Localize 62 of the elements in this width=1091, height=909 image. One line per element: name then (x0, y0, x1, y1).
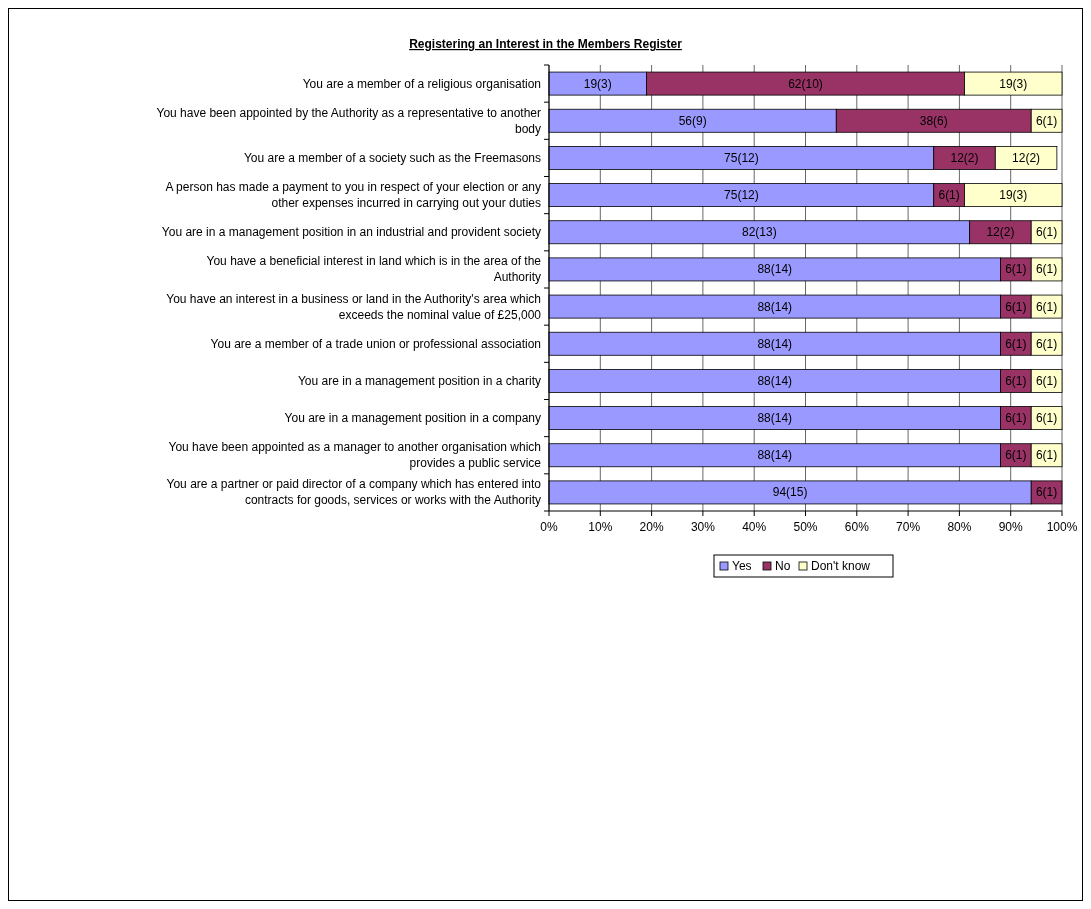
data-label: 6(1) (1035, 262, 1058, 277)
legend-label: Don't know (811, 559, 871, 573)
x-tick-label: 10% (588, 520, 613, 534)
x-tick-label: 60% (844, 520, 870, 534)
y-tick-label: You have been appointed by the Authority as a representative to another body (156, 105, 541, 136)
x-tick-label: 80% (947, 520, 972, 534)
legend-label: Yes (732, 559, 752, 573)
y-tick-label: You are in a management position in a company (284, 411, 541, 426)
chart-title: Registering an Interest in the Members Register (409, 37, 683, 51)
legend-label: No (775, 559, 791, 573)
y-tick-label: You are a member of a society such as the Freemasons (243, 150, 541, 165)
data-label: 12(2) (1012, 150, 1041, 165)
y-tick-label: You have an interest in a business or land in the Authority's area which exceeds the nominal value of £25,000 (166, 291, 542, 322)
data-label: 19(3) (999, 76, 1028, 91)
data-label: 6(1) (1035, 485, 1058, 500)
data-label: 6(1) (1005, 411, 1027, 426)
data-label: 82(13) (741, 225, 777, 240)
data-label: 6(1) (1035, 336, 1058, 351)
x-tick-label: 0% (540, 520, 558, 534)
data-label: 94(15) (772, 485, 808, 500)
x-tick-label: 50% (793, 520, 818, 534)
data-label: 75(12) (724, 150, 759, 165)
data-label: 12(2) (986, 225, 1015, 240)
x-tick-label: 90% (998, 520, 1024, 534)
y-tick-label: You are in a management position in a charity (297, 373, 541, 388)
x-tick-label: 70% (896, 520, 921, 534)
data-label: 38(6) (919, 113, 948, 128)
x-tick-label: 30% (690, 520, 716, 534)
data-label: 6(1) (1035, 373, 1058, 388)
y-tick-label: You are a partner or paid director of a company which has entered into contracts for goods, services or works with the Authority (166, 477, 542, 508)
data-label: 6(1) (1005, 262, 1027, 277)
data-label: 6(1) (1005, 299, 1027, 314)
data-label: 88(14) (757, 336, 793, 351)
data-label: 19(3) (583, 76, 612, 91)
x-tick-label: 100% (1046, 520, 1078, 534)
data-label: 6(1) (1035, 448, 1058, 463)
data-label: 88(14) (757, 411, 793, 426)
data-label: 6(1) (1005, 373, 1027, 388)
data-label: 6(1) (1005, 336, 1027, 351)
data-label: 19(3) (999, 188, 1028, 203)
y-tick-label: A person has made a payment to you in respect of your election or any other expenses incurred in carrying out your duties (165, 180, 541, 211)
data-label: 88(14) (757, 262, 793, 277)
data-label: 88(14) (757, 373, 793, 388)
y-tick-label: You are a member of a trade union or professional association (210, 336, 541, 351)
data-label: 88(14) (757, 448, 793, 463)
x-tick-label: 40% (742, 520, 767, 534)
data-label: 6(1) (1035, 113, 1058, 128)
data-label: 6(1) (1005, 448, 1027, 463)
data-label: 12(2) (950, 150, 979, 165)
data-label: 88(14) (757, 299, 793, 314)
data-label: 6(1) (1035, 411, 1058, 426)
data-label: 62(10) (788, 76, 823, 91)
data-label: 6(1) (938, 188, 960, 203)
data-label: 56(9) (678, 113, 707, 128)
x-tick-label: 20% (639, 520, 664, 534)
y-tick-label: You have a beneficial interest in land which is in the area of the Authority (206, 254, 542, 285)
y-tick-label: You have been appointed as a manager to another organisation which provides a public service (168, 440, 542, 471)
data-label: 6(1) (1035, 225, 1058, 240)
y-tick-label: You are a member of a religious organisation (302, 76, 541, 91)
data-label: 75(12) (724, 188, 759, 203)
data-label: 6(1) (1035, 299, 1058, 314)
y-tick-label: You are in a management position in an industrial and provident society (161, 225, 541, 240)
